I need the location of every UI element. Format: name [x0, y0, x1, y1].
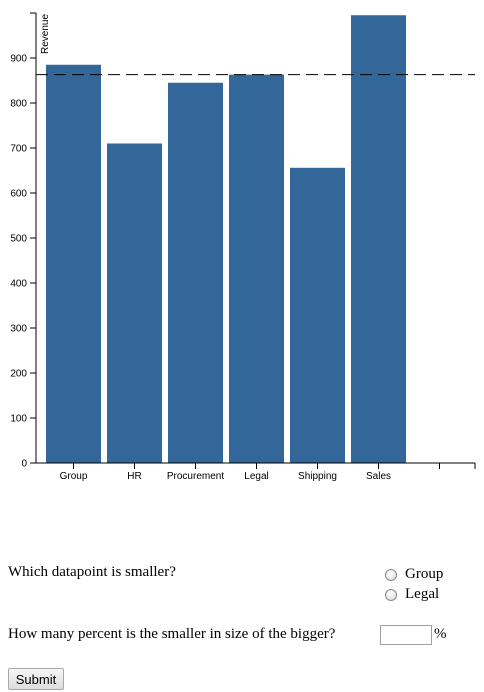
- bar: [229, 74, 284, 464]
- bar: [351, 15, 406, 463]
- question-smaller: Which datapoint is smaller?: [8, 564, 176, 580]
- x-tick-label: HR: [127, 471, 141, 482]
- y-tick-label: 500: [10, 234, 27, 245]
- radio-option-legal[interactable]: Legal: [385, 586, 439, 603]
- question-percent: How many percent is the smaller in size …: [8, 626, 336, 642]
- y-tick-label: 600: [10, 189, 27, 200]
- percent-input[interactable]: [380, 625, 432, 645]
- radio-option-group[interactable]: Group: [385, 566, 443, 583]
- y-axis-label: Revenue: [40, 14, 51, 54]
- x-axis: Group HR Procurement Legal Shipping Sales: [36, 462, 476, 482]
- y-tick-label: 800: [10, 99, 27, 110]
- bars-group: [46, 15, 406, 464]
- y-axis: 0 100 200 300 400 500 600 700 800 900: [10, 12, 37, 470]
- x-tick-label: Sales: [366, 471, 391, 482]
- x-tick-label: Group: [60, 471, 88, 482]
- x-tick-label: Procurement: [167, 471, 224, 482]
- y-tick-label: 900: [10, 54, 27, 65]
- radio-label: Group: [405, 566, 444, 582]
- radio-button[interactable]: [385, 588, 397, 601]
- submit-button[interactable]: Submit: [8, 668, 64, 690]
- y-tick-label: 400: [10, 279, 27, 290]
- y-tick-label: 100: [10, 414, 27, 425]
- radio-button[interactable]: [385, 568, 397, 581]
- bar-chart: 0 100 200 300 400 500 600 700 800 900 Group HR Proc…: [10, 12, 476, 482]
- x-tick-label: Shipping: [298, 471, 337, 482]
- y-tick-label: 0: [21, 459, 27, 470]
- percent-sign: %: [434, 626, 447, 642]
- bar: [290, 167, 345, 464]
- y-tick-label: 700: [10, 144, 27, 155]
- x-tick-label: Legal: [244, 471, 268, 482]
- y-tick-label: 300: [10, 324, 27, 335]
- radio-label: Legal: [405, 586, 440, 602]
- bar: [107, 143, 162, 463]
- y-tick-label: 200: [10, 369, 27, 380]
- bar: [168, 82, 223, 463]
- bar: [46, 64, 101, 463]
